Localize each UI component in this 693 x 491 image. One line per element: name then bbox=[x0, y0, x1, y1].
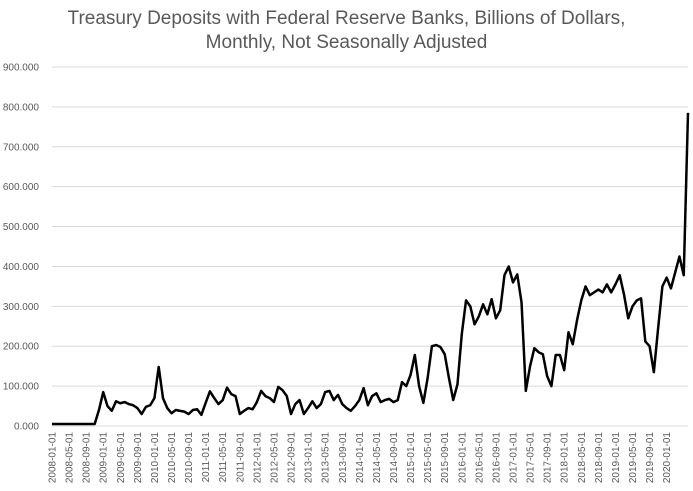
x-tick-label: 2019-09-01 bbox=[645, 432, 656, 484]
x-tick-label: 2018-01-01 bbox=[560, 432, 571, 484]
x-tick-label: 2013-09-01 bbox=[338, 432, 349, 484]
y-tick-label: 100.000 bbox=[3, 382, 40, 393]
x-tick-label: 2015-01-01 bbox=[406, 432, 417, 484]
x-tick-label: 2008-05-01 bbox=[65, 432, 76, 484]
y-axis-ticks: 0.000 100.000 200.000 300.000 400.000 500.000… bbox=[3, 63, 40, 433]
x-tick-label: 2012-09-01 bbox=[287, 432, 298, 484]
y-tick-label: 0.000 bbox=[14, 422, 39, 433]
x-tick-label: 2015-05-01 bbox=[423, 432, 434, 484]
x-tick-label: 2014-09-01 bbox=[389, 432, 400, 484]
x-tick-label: 2017-09-01 bbox=[543, 432, 554, 484]
x-tick-label: 2020-01-01 bbox=[662, 432, 673, 484]
y-tick-label: 200.000 bbox=[3, 342, 40, 353]
y-tick-label: 900.000 bbox=[3, 63, 40, 74]
x-tick-label: 2010-09-01 bbox=[184, 432, 195, 484]
x-tick-label: 2008-09-01 bbox=[82, 432, 93, 484]
chart-title-line-1: Treasury Deposits with Federal Reserve B… bbox=[67, 8, 626, 29]
x-tick-label: 2014-05-01 bbox=[372, 432, 383, 484]
x-tick-label: 2010-05-01 bbox=[167, 432, 178, 484]
x-tick-label: 2014-01-01 bbox=[355, 432, 366, 484]
x-tick-label: 2018-09-01 bbox=[594, 432, 605, 484]
x-tick-label: 2011-09-01 bbox=[235, 432, 246, 483]
x-tick-label: 2016-09-01 bbox=[491, 432, 502, 484]
x-tick-label: 2009-05-01 bbox=[116, 432, 127, 484]
x-tick-label: 2017-01-01 bbox=[508, 432, 519, 484]
x-tick-label: 2018-05-01 bbox=[577, 432, 588, 484]
x-tick-label: 2017-05-01 bbox=[526, 432, 537, 484]
y-tick-label: 300.000 bbox=[3, 302, 40, 313]
x-tick-label: 2009-09-01 bbox=[133, 432, 144, 484]
x-tick-label: 2008-01-01 bbox=[48, 432, 59, 484]
chart-title-line-2: Monthly, Not Seasonally Adjusted bbox=[205, 32, 488, 53]
x-tick-label: 2019-01-01 bbox=[611, 432, 622, 484]
y-tick-label: 500.000 bbox=[3, 222, 40, 233]
x-tick-label: 2016-01-01 bbox=[457, 432, 468, 484]
x-tick-label: 2010-01-01 bbox=[150, 432, 161, 484]
x-axis-ticks: 2008-01-01 2008-05-01 2008-09-01 2009-01-01… bbox=[48, 432, 674, 484]
y-tick-label: 600.000 bbox=[3, 182, 40, 193]
y-tick-label: 700.000 bbox=[3, 142, 40, 153]
y-tick-label: 800.000 bbox=[3, 102, 40, 113]
x-tick-label: 2012-05-01 bbox=[269, 432, 280, 484]
x-tick-label: 2011-05-01 bbox=[218, 432, 229, 483]
x-tick-label: 2011-01-01 bbox=[201, 432, 212, 483]
gridlines bbox=[52, 66, 688, 427]
x-tick-label: 2019-05-01 bbox=[628, 432, 639, 484]
y-tick-label: 400.000 bbox=[3, 262, 40, 273]
x-tick-label: 2013-05-01 bbox=[321, 432, 332, 484]
x-tick-label: 2012-01-01 bbox=[252, 432, 263, 484]
x-tick-label: 2015-09-01 bbox=[440, 432, 451, 484]
x-tick-label: 2013-01-01 bbox=[304, 432, 315, 484]
x-tick-label: 2009-01-01 bbox=[99, 432, 110, 484]
series-line bbox=[52, 112, 690, 426]
x-tick-label: 2016-05-01 bbox=[474, 432, 485, 484]
